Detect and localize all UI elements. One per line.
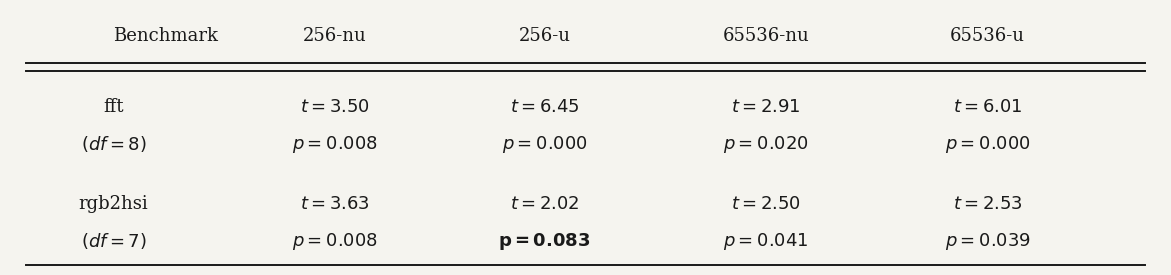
Text: $t = 2.91$: $t = 2.91$ xyxy=(732,98,801,116)
Text: $t = 6.01$: $t = 6.01$ xyxy=(953,98,1022,116)
Text: $p = 0.000$: $p = 0.000$ xyxy=(945,134,1030,155)
Text: $t = 6.45$: $t = 6.45$ xyxy=(509,98,580,116)
Text: $t = 2.50$: $t = 2.50$ xyxy=(731,194,801,213)
Text: $p = 0.000$: $p = 0.000$ xyxy=(502,134,588,155)
Text: 256-u: 256-u xyxy=(519,28,570,45)
Text: fft: fft xyxy=(103,98,124,116)
Text: 65536-nu: 65536-nu xyxy=(723,28,809,45)
Text: $p = 0.008$: $p = 0.008$ xyxy=(292,231,378,252)
Text: $(df = 8)$: $(df = 8)$ xyxy=(81,134,146,154)
Text: $t = 2.53$: $t = 2.53$ xyxy=(953,194,1022,213)
Text: Benchmark: Benchmark xyxy=(114,28,219,45)
Text: $p = 0.020$: $p = 0.020$ xyxy=(724,134,809,155)
Text: $p = 0.041$: $p = 0.041$ xyxy=(724,231,809,252)
Text: $p = 0.039$: $p = 0.039$ xyxy=(945,231,1030,252)
Text: $(df = 7)$: $(df = 7)$ xyxy=(81,231,146,251)
Text: $t = 3.63$: $t = 3.63$ xyxy=(300,194,370,213)
Text: 65536-u: 65536-u xyxy=(950,28,1025,45)
Text: $p = 0.008$: $p = 0.008$ xyxy=(292,134,378,155)
Text: $t = 3.50$: $t = 3.50$ xyxy=(300,98,370,116)
Text: $\mathbf{p = 0.083}$: $\mathbf{p = 0.083}$ xyxy=(499,231,591,252)
Text: 256-nu: 256-nu xyxy=(303,28,367,45)
Text: $t = 2.02$: $t = 2.02$ xyxy=(509,194,580,213)
Text: rgb2hsi: rgb2hsi xyxy=(78,194,149,213)
